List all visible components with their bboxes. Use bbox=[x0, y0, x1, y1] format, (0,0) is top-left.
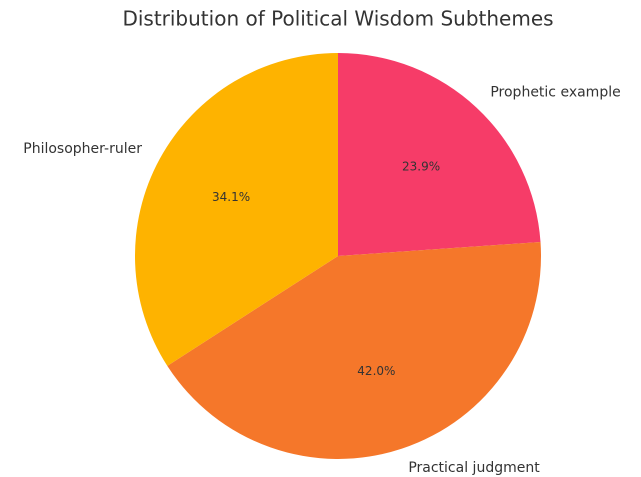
value-label: 34.1% bbox=[212, 190, 250, 204]
category-label: Philosopher-ruler bbox=[23, 141, 142, 157]
value-label: 23.9% bbox=[402, 159, 440, 173]
category-label: Prophetic example bbox=[490, 85, 620, 101]
pie-wedge bbox=[135, 53, 338, 366]
pie-wedge bbox=[338, 53, 541, 256]
pie-wedge bbox=[167, 241, 541, 459]
category-label: Practical judgment bbox=[408, 460, 540, 476]
value-label: 42.0% bbox=[357, 364, 395, 378]
chart-title: Distribution of Political Wisdom Subthem… bbox=[122, 7, 553, 31]
